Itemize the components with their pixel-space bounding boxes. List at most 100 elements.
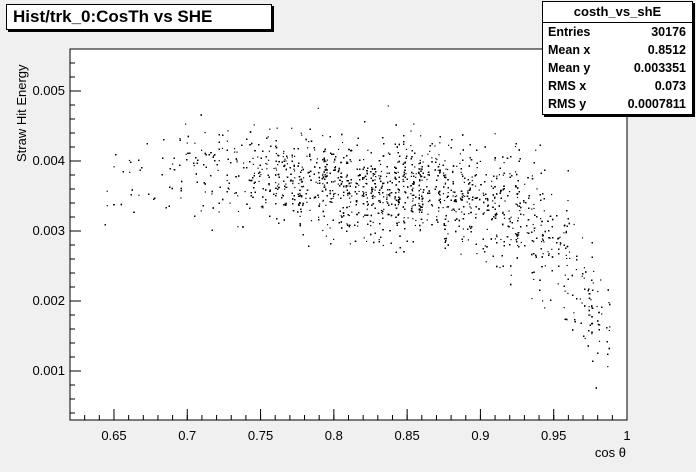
scatter-point — [536, 188, 538, 190]
scatter-point — [597, 290, 599, 293]
scatter-point — [326, 163, 328, 165]
scatter-point — [397, 161, 399, 163]
scatter-point — [544, 265, 546, 267]
scatter-point — [486, 197, 488, 200]
scatter-point — [234, 148, 236, 150]
scatter-point — [567, 199, 569, 202]
scatter-point — [463, 181, 465, 183]
scatter-point — [470, 207, 472, 209]
scatter-point — [322, 183, 324, 185]
scatter-point — [442, 172, 445, 174]
scatter-point — [113, 166, 115, 168]
scatter-point — [301, 134, 303, 136]
scatter-point — [326, 159, 328, 161]
scatter-point — [303, 177, 305, 179]
scatter-point — [249, 180, 251, 182]
scatter-point — [452, 191, 454, 193]
scatter-point — [515, 171, 517, 173]
scatter-point — [318, 180, 321, 182]
scatter-point — [486, 228, 488, 230]
scatter-point — [322, 175, 324, 177]
scatter-point — [569, 257, 571, 259]
scatter-point — [412, 187, 414, 189]
scatter-point — [607, 366, 609, 368]
scatter-point — [491, 180, 493, 182]
scatter-point — [340, 215, 342, 217]
scatter-point — [386, 196, 388, 198]
scatter-point — [593, 270, 595, 272]
scatter-point — [422, 161, 424, 163]
scatter-point — [540, 218, 542, 220]
scatter-point — [306, 201, 308, 203]
scatter-point — [234, 151, 236, 153]
scatter-point — [496, 236, 498, 238]
scatter-point — [575, 268, 577, 271]
scatter-point — [447, 220, 449, 222]
scatter-point — [257, 156, 259, 158]
scatter-point — [429, 150, 431, 152]
scatter-point — [268, 150, 270, 152]
scatter-point — [483, 212, 485, 214]
scatter-point — [367, 204, 369, 206]
scatter-point — [325, 204, 327, 206]
scatter-point — [357, 225, 359, 227]
scatter-point — [383, 208, 385, 210]
scatter-point — [559, 242, 561, 244]
scatter-point — [366, 240, 368, 242]
scatter-point — [345, 176, 347, 178]
scatter-point — [302, 186, 304, 188]
scatter-point — [415, 176, 417, 178]
scatter-point — [265, 162, 267, 165]
scatter-point — [388, 213, 390, 216]
scatter-point — [531, 208, 533, 210]
scatter-point — [412, 198, 414, 200]
scatter-point — [343, 194, 345, 197]
scatter-point — [452, 170, 454, 172]
scatter-point — [351, 211, 353, 213]
scatter-point — [579, 298, 581, 300]
scatter-point — [365, 191, 367, 194]
scatter-point — [284, 158, 286, 160]
scatter-point — [551, 248, 553, 250]
scatter-point — [494, 159, 496, 161]
scatter-point — [322, 229, 324, 232]
scatter-point — [445, 225, 447, 227]
scatter-point — [286, 163, 288, 165]
scatter-point — [285, 183, 287, 185]
scatter-point — [533, 278, 535, 280]
scatter-point — [260, 206, 262, 208]
scatter-point — [557, 283, 559, 285]
scatter-point — [436, 158, 438, 161]
scatter-point — [462, 195, 464, 197]
scatter-point — [455, 195, 458, 197]
scatter-point — [403, 185, 405, 187]
scatter-point — [318, 196, 320, 198]
scatter-point — [380, 170, 383, 173]
scatter-point — [379, 200, 381, 202]
scatter-point — [443, 199, 446, 202]
scatter-point — [305, 197, 307, 199]
scatter-point — [365, 214, 368, 216]
scatter-point — [252, 157, 254, 159]
scatter-point — [253, 172, 256, 174]
scatter-point — [385, 175, 388, 178]
scatter-point — [494, 238, 496, 240]
scatter-point — [468, 203, 471, 205]
scatter-point — [334, 166, 337, 168]
scatter-point — [290, 180, 292, 182]
scatter-point — [411, 206, 413, 208]
scatter-point — [427, 153, 429, 155]
scatter-point — [597, 323, 599, 325]
scatter-point — [447, 192, 449, 194]
scatter-point — [269, 128, 271, 130]
scatter-point — [498, 174, 500, 176]
scatter-point — [478, 189, 480, 191]
scatter-point — [378, 192, 381, 194]
scatter-point — [334, 180, 336, 182]
scatter-point — [326, 172, 328, 174]
scatter-point — [467, 239, 469, 241]
scatter-point — [374, 196, 376, 198]
scatter-point — [300, 132, 302, 134]
scatter-point — [309, 209, 311, 211]
scatter-point — [420, 188, 422, 190]
